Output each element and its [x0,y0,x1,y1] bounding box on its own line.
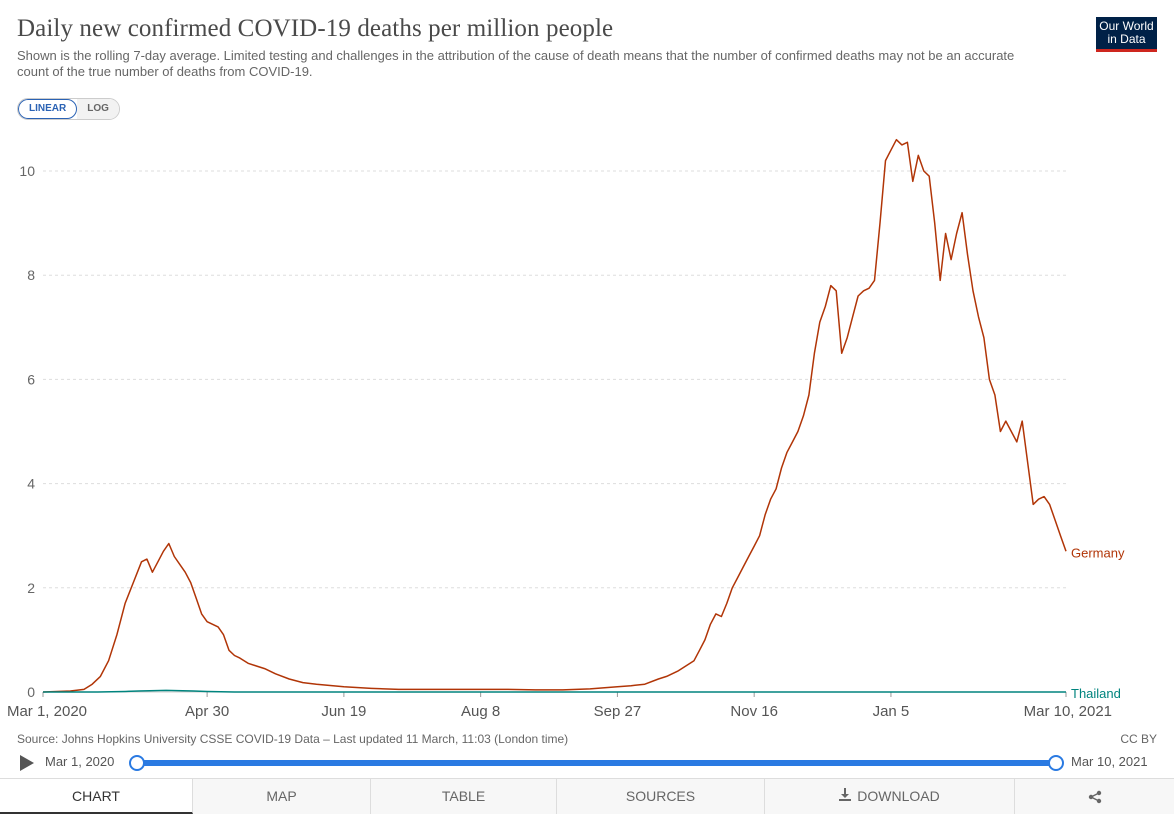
x-tick-label: Jun 19 [321,703,366,720]
tab-map[interactable]: MAP [193,779,371,814]
y-tick-label: 4 [27,476,35,492]
download-icon [839,779,852,814]
license-link[interactable]: CC BY [1120,732,1157,746]
log-scale-button[interactable]: LOG [77,99,119,119]
linear-scale-button[interactable]: LINEAR [18,99,78,119]
timeline-start-handle[interactable] [129,755,145,771]
y-axis-ticks: 0 2 4 6 8 10 [19,163,35,700]
tab-table[interactable]: TABLE [371,779,557,814]
scale-toggle[interactable]: LINEAR LOG [17,98,120,120]
y-tick-label: 0 [27,684,35,700]
logo-line-2: in Data [1107,32,1146,46]
series-lines [42,138,1067,693]
grid-lines [43,170,1066,693]
x-tick-label: Mar 1, 2020 [7,703,87,720]
tab-bar: CHART MAP TABLE SOURCES DOWNLOAD [0,778,1174,814]
owid-logo[interactable]: Our World in Data [1096,17,1157,52]
y-tick-label: 8 [27,267,35,283]
timeline-end-handle[interactable] [1048,755,1064,771]
timeline-end-label: Mar 10, 2021 [1071,754,1148,769]
x-tick-label: Aug 8 [461,703,500,720]
tab-sources[interactable]: SOURCES [557,779,765,814]
x-tick-label: Apr 30 [185,703,229,720]
play-icon[interactable] [20,755,34,771]
y-tick-label: 2 [27,580,35,596]
y-tick-label: 6 [27,371,35,387]
timeline: Mar 1, 2020 Mar 10, 2021 [0,750,1174,776]
x-tick-label: Mar 10, 2021 [1024,703,1112,720]
line-chart: 0 2 4 6 8 10 Mar 1, 2020 Apr 30 Jun 19 Aug 8 Sep … [7,138,1125,720]
x-tick-label: Nov 16 [730,703,778,720]
tab-chart[interactable]: CHART [0,779,193,814]
series-line-germany[interactable] [42,138,1067,693]
download-label: DOWNLOAD [857,788,940,804]
x-tick-label: Sep 27 [594,703,642,720]
tab-download[interactable]: DOWNLOAD [765,779,1015,814]
timeline-start-label: Mar 1, 2020 [45,754,115,769]
y-tick-label: 10 [19,163,35,179]
series-line-thailand[interactable] [43,689,1066,693]
source-note: Source: Johns Hopkins University CSSE CO… [17,732,569,746]
logo-line-1: Our World [1099,19,1154,33]
series-label-thailand[interactable]: Thailand [1071,686,1121,701]
x-axis-ticks: Mar 1, 2020 Apr 30 Jun 19 Aug 8 Sep 27 Nov 16… [7,692,1112,720]
timeline-track[interactable] [136,760,1056,766]
share-icon [1088,788,1102,804]
x-tick-label: Jan 5 [873,703,910,720]
tab-share[interactable] [1015,779,1174,814]
chart-subtitle: Shown is the rolling 7-day average. Limi… [17,48,1015,79]
chart-title: Daily new confirmed COVID-19 deaths per … [17,15,614,42]
series-labels: Germany Thailand [1071,545,1125,701]
series-label-germany[interactable]: Germany [1071,545,1125,560]
